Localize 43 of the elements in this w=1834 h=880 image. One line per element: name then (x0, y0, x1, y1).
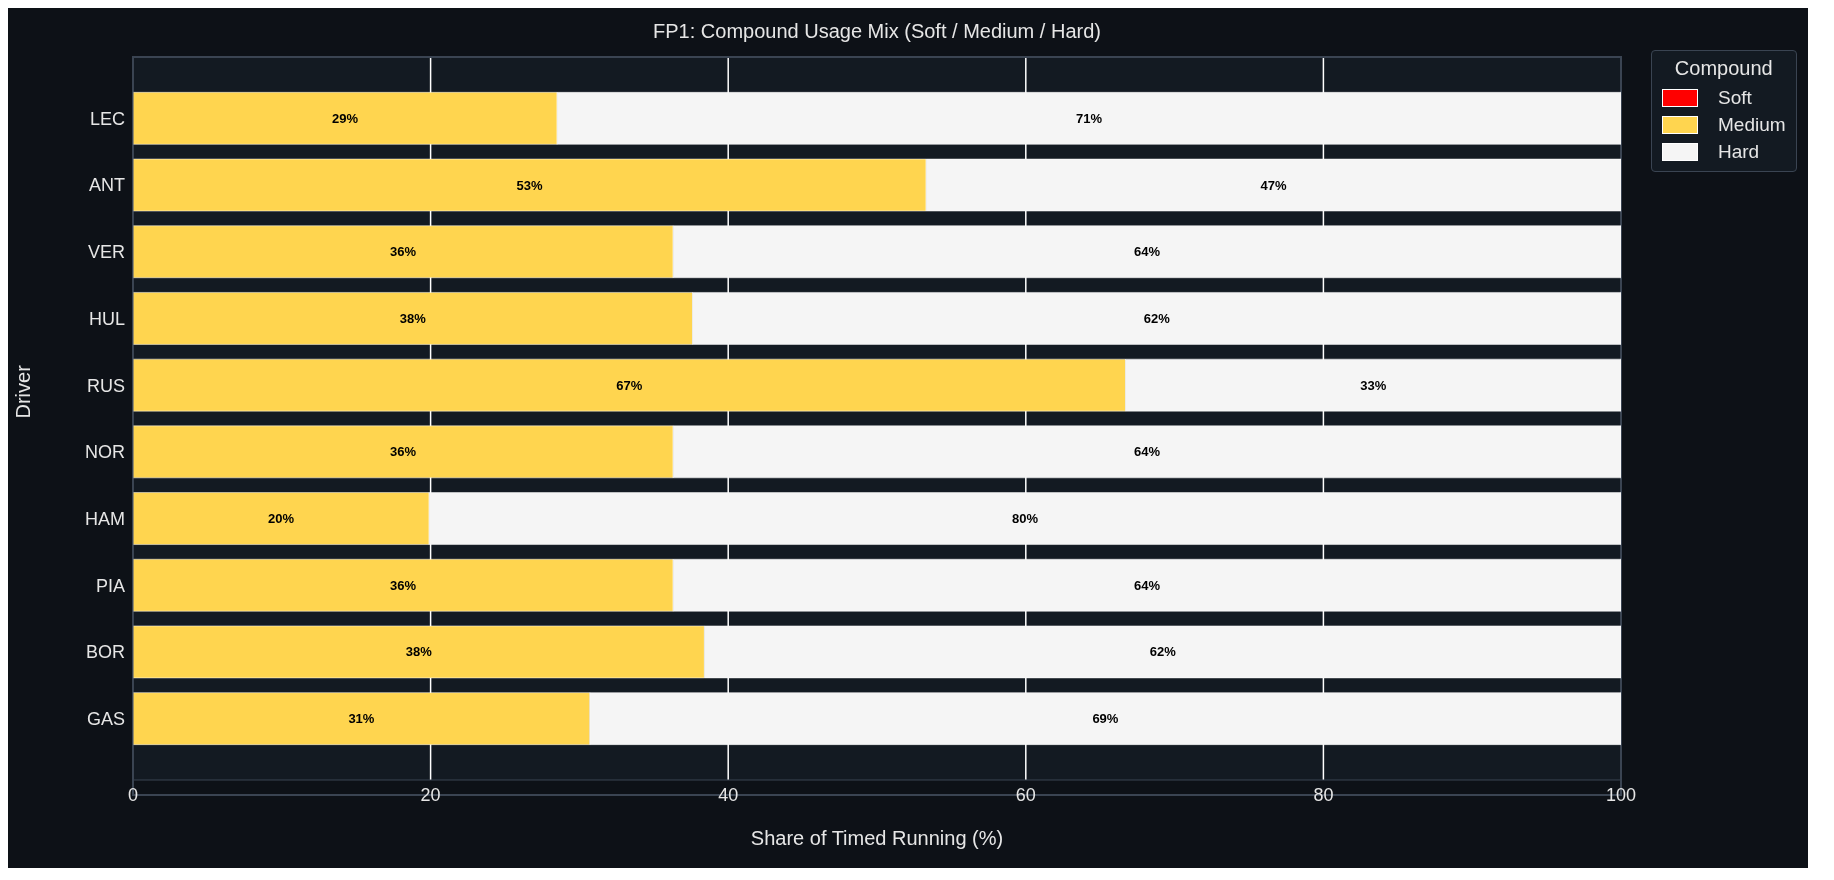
data-label: 64% (1134, 444, 1161, 460)
data-label: 20% (268, 511, 295, 527)
y-tick-label: VER (87, 242, 125, 263)
data-label: 64% (1134, 577, 1161, 593)
data-label: 38% (405, 644, 433, 660)
x-tick-label: 60 (1015, 784, 1036, 805)
data-label: 53% (516, 177, 543, 193)
chart-title: FP1: Compound Usage Mix (Soft / Medium / Hard) (652, 20, 1102, 43)
x-tick-label: 80 (1313, 784, 1334, 805)
data-label: 36% (390, 577, 417, 593)
data-label: 38% (399, 310, 427, 326)
legend-label: Medium (1717, 113, 1786, 137)
y-tick-label: LEC (89, 108, 125, 129)
x-tick-label: 20 (420, 784, 441, 805)
data-label: 71% (1076, 110, 1103, 126)
data-label: 31% (348, 711, 375, 727)
legend-title: Compound (1673, 57, 1774, 80)
data-label: 67% (616, 377, 643, 393)
data-label: 62% (1143, 310, 1171, 326)
y-tick-label: GAS (86, 709, 125, 730)
data-label: 29% (332, 110, 359, 126)
y-axis-title: Driver (12, 364, 35, 419)
y-tick-label: BOR (85, 642, 125, 663)
data-label: 36% (390, 444, 417, 460)
y-tick-label: RUS (86, 375, 125, 396)
x-tick-label: 0 (127, 784, 139, 805)
x-tick-label: 100 (1605, 784, 1637, 805)
legend-label: Soft (1717, 86, 1753, 110)
y-tick-label: HUL (88, 308, 125, 329)
data-label: 36% (390, 244, 417, 260)
legend-label: Hard (1717, 140, 1761, 164)
data-label: 80% (1012, 511, 1039, 527)
y-tick-label: ANT (89, 175, 125, 196)
data-label: 62% (1149, 644, 1177, 660)
data-label: 69% (1092, 711, 1119, 727)
x-tick-label: 40 (718, 784, 739, 805)
data-label: 47% (1260, 177, 1287, 193)
data-label: 33% (1360, 377, 1387, 393)
x-axis-title: Share of Timed Running (%) (750, 827, 1004, 849)
y-tick-label: HAM (85, 508, 125, 529)
y-tick-label: NOR (85, 442, 125, 463)
y-tick-label: PIA (95, 575, 125, 596)
data-label: 64% (1134, 244, 1161, 260)
